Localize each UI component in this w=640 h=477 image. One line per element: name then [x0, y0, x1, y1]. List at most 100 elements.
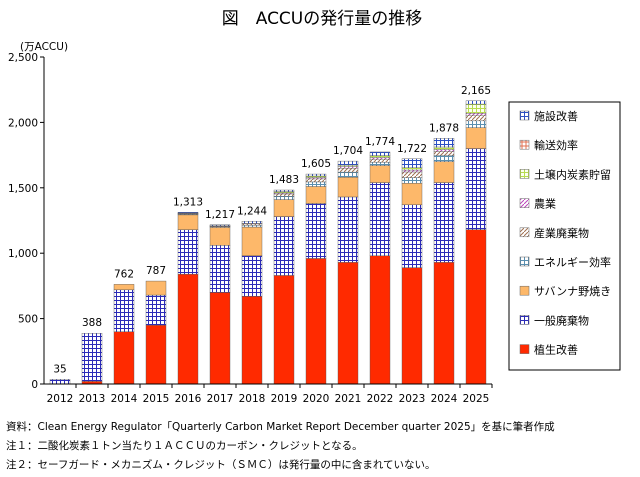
bar-segment [433, 146, 455, 150]
chart-title: 図 ACCUの発行量の推移 [222, 9, 423, 29]
legend-label: 土壌内炭素貯留 [534, 167, 611, 181]
x-tick-label: 2019 [271, 393, 298, 405]
total-label: 1,878 [429, 122, 459, 134]
bar-segment [465, 113, 487, 116]
bar-segment [369, 162, 391, 166]
bar-segment [369, 155, 391, 158]
y-axis-unit: (万ACCU) [20, 41, 68, 53]
total-label: 1,722 [397, 143, 427, 155]
bar-segment [337, 166, 359, 169]
bar-segment [433, 161, 455, 183]
bar-segment [465, 100, 487, 105]
legend-label: サバンナ野焼き [534, 285, 611, 298]
x-tick-label: 2018 [239, 393, 266, 405]
bar-segment [401, 171, 423, 178]
bar-segment [273, 196, 295, 200]
bar-segment [177, 212, 199, 214]
bar-segment [145, 324, 167, 385]
bar-segment [337, 164, 359, 167]
bar-segment [401, 183, 423, 206]
legend-swatch [519, 256, 530, 267]
legend-label: 産業廃棄物 [534, 226, 589, 240]
y-tick-label: 0 [31, 379, 38, 391]
bar-segment [209, 292, 231, 385]
bar-segment [369, 157, 391, 160]
bar-segment [273, 189, 295, 192]
x-tick-label: 2017 [207, 393, 234, 405]
legend-swatch [519, 344, 530, 354]
total-label: 388 [82, 317, 102, 329]
legend-label: エネルギー効率 [534, 255, 611, 269]
bar-segment [337, 262, 359, 385]
legend-label: 植生改善 [534, 343, 578, 357]
total-label: 787 [146, 265, 166, 277]
x-tick-label: 2012 [47, 393, 74, 405]
y-tick-label: 2,000 [8, 117, 38, 129]
bar-segment [401, 167, 423, 171]
legend-swatch [519, 315, 530, 325]
bar-segment [305, 178, 327, 183]
legend-label: 一般廃棄物 [534, 313, 589, 327]
bar-segment [209, 227, 231, 246]
total-label: 2,165 [461, 85, 491, 97]
legend-swatch [519, 285, 530, 296]
bar-segment [273, 275, 295, 385]
chart: 図 ACCUの発行量の推移 (万ACCU) 0 500 1,000 1,500 2,00… [8, 9, 621, 405]
x-tick-label: 2021 [335, 393, 362, 405]
bar-segment [305, 258, 327, 385]
bar-segment [273, 193, 295, 197]
legend-swatch [519, 110, 530, 121]
x-tick-label: 2014 [111, 393, 138, 405]
bar-segment [241, 226, 263, 257]
total-label: 1,605 [301, 158, 331, 170]
bar-segment [209, 245, 231, 293]
bar-segment [337, 196, 359, 263]
legend-label: 輸送効率 [534, 138, 578, 152]
bar-segment [433, 182, 455, 263]
total-label: 1,313 [173, 196, 203, 208]
x-tick-label: 2020 [303, 393, 330, 405]
legend-label: 施設改善 [534, 109, 578, 123]
total-label: 1,704 [333, 145, 363, 157]
bar-segment [433, 149, 455, 152]
bar-segment [433, 151, 455, 156]
bar-segment [305, 203, 327, 259]
bar-segment [401, 204, 423, 268]
y-tick-label: 2,500 [8, 52, 38, 64]
bar-segment [177, 229, 199, 275]
bar-segment [465, 115, 487, 122]
bar-segment [49, 379, 71, 385]
bar-segment [433, 138, 455, 148]
note-2: 注２：セーフガード・メカニズム・クレジット（ＳＭＣ）は発行量の中に含まれていない… [6, 459, 436, 471]
note-1: 注１：二酸化炭素１トン当たり１ＡＣＣＵのカーボン・クレジットとなる。 [6, 440, 363, 452]
legend-swatch [519, 198, 530, 208]
bar-segment [369, 165, 391, 183]
x-tick-label: 2015 [143, 393, 170, 405]
bar-segment [241, 225, 263, 228]
bar-segment [305, 181, 327, 187]
bar-segment [113, 331, 135, 385]
bar-segment [369, 182, 391, 257]
bar-segment [337, 177, 359, 198]
y-tick-label: 1,500 [8, 183, 38, 195]
bar-segment [337, 167, 359, 173]
bar-segment [401, 267, 423, 385]
bar-segment [401, 177, 423, 184]
x-tick-label: 2023 [399, 393, 426, 405]
source-note: 資料：Clean Energy Regulator「Quarterly Carb… [6, 421, 555, 433]
bar-segment [465, 127, 487, 149]
legend-label: 農業 [534, 197, 556, 211]
bar-segment [433, 262, 455, 385]
bar-segment [305, 175, 327, 178]
bar-segment [177, 273, 199, 385]
total-label: 1,244 [237, 205, 267, 217]
bar-segment [113, 289, 135, 332]
x-tick-label: 2016 [175, 393, 202, 405]
bar-segment [465, 229, 487, 385]
bar-segment [369, 151, 391, 156]
legend-swatch [519, 139, 530, 150]
bar-segment [241, 296, 263, 385]
x-tick-label: 2022 [367, 393, 394, 405]
bar-segment [241, 221, 263, 224]
bar-segment [273, 216, 295, 276]
